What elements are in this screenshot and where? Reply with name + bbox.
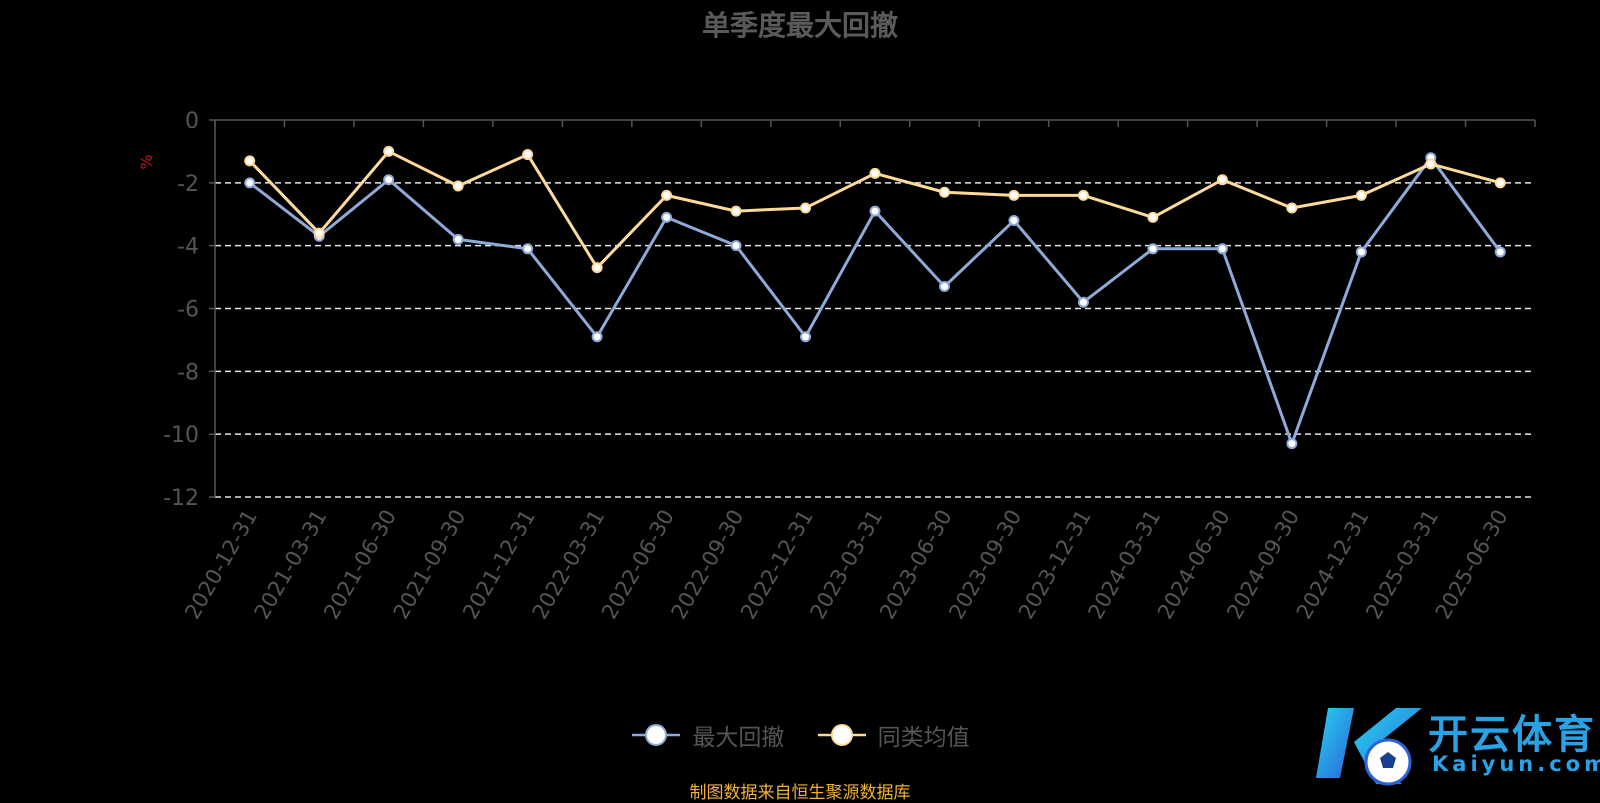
- x-tick-label: 2025-03-31: [1361, 506, 1443, 624]
- legend-marker-icon: [817, 724, 866, 746]
- chart-title: 单季度最大回撤: [701, 9, 898, 42]
- legend-item-series-2[interactable]: 同类均值: [816, 718, 970, 752]
- data-point: [452, 233, 464, 245]
- y-axis-label: %: [137, 154, 156, 169]
- legend-label: 同类均值: [877, 725, 970, 751]
- x-tick-label: 2020-12-31: [180, 506, 262, 624]
- kaiyun-logo-icon: [1316, 708, 1422, 786]
- data-point: [1216, 174, 1228, 186]
- data-point: [1216, 243, 1228, 255]
- logo-text-en: Kaiyun.com: [1432, 752, 1600, 776]
- data-point: [1425, 158, 1437, 170]
- x-tick-label: 2021-06-30: [319, 506, 401, 624]
- data-point: [1147, 211, 1159, 223]
- x-tick-label: 2024-09-30: [1222, 506, 1304, 624]
- y-tick-label: 0: [185, 109, 199, 134]
- x-tick-label: 2023-09-30: [944, 506, 1026, 624]
- x-tick-label: 2025-06-30: [1431, 506, 1513, 624]
- y-tick-label: -12: [163, 486, 199, 511]
- data-point: [244, 155, 256, 167]
- data-point: [383, 174, 395, 186]
- x-tick-label: 2021-03-31: [250, 506, 332, 624]
- data-point: [383, 145, 395, 157]
- data-point: [522, 243, 534, 255]
- data-point: [869, 167, 881, 179]
- chart-legend: 最大回撤 同类均值: [0, 718, 1600, 754]
- data-point: [869, 205, 881, 217]
- x-tick-label: 2021-12-31: [458, 506, 540, 624]
- x-tick-label: 2023-06-30: [875, 505, 957, 623]
- data-point: [522, 149, 534, 161]
- data-point: [800, 331, 812, 343]
- data-point: [730, 240, 742, 252]
- data-point: [1355, 189, 1367, 201]
- x-tick-label: 2023-12-31: [1014, 506, 1096, 624]
- y-tick-label: -8: [177, 360, 199, 385]
- data-point: [1008, 215, 1020, 227]
- logo-text-cn: 开云体育: [1428, 712, 1596, 758]
- data-point: [1494, 246, 1506, 258]
- data-point: [1494, 177, 1506, 189]
- y-tick-label: -10: [163, 423, 199, 448]
- data-point: [1147, 243, 1159, 255]
- data-point: [661, 189, 673, 201]
- x-tick-label: 2024-06-30: [1153, 506, 1235, 624]
- data-point: [938, 281, 950, 293]
- data-point: [938, 186, 950, 198]
- legend-item-series-1[interactable]: 最大回撤: [630, 718, 784, 752]
- data-point: [1355, 246, 1367, 258]
- data-point: [591, 262, 603, 274]
- legend-marker-icon: [632, 724, 681, 746]
- data-point: [661, 211, 673, 223]
- x-tick-label: 2024-03-31: [1083, 506, 1165, 624]
- x-tick-label: 2022-09-30: [667, 506, 749, 624]
- y-tick-label: -6: [177, 298, 199, 323]
- series-line-1: [248, 156, 1502, 446]
- data-point: [1008, 189, 1020, 201]
- data-point: [452, 180, 464, 192]
- y-tick-label: -2: [177, 172, 199, 197]
- x-tick-label: 2024-12-31: [1292, 506, 1374, 624]
- x-tick-label: 2022-03-31: [528, 506, 610, 624]
- x-tick-label: 2022-06-30: [597, 506, 679, 624]
- x-tick-label: 2023-03-31: [806, 506, 888, 624]
- data-point: [800, 202, 812, 214]
- brand-logo[interactable]: 开云体育 Kaiyun.com: [1310, 698, 1600, 798]
- data-point: [730, 205, 742, 217]
- data-point: [313, 227, 325, 239]
- x-tick-label: 2022-12-31: [736, 506, 818, 624]
- source-note: 制图数据来自恒生聚源数据库: [689, 783, 911, 803]
- data-point: [244, 177, 256, 189]
- legend-label: 最大回撤: [692, 725, 785, 751]
- data-point: [1286, 202, 1298, 214]
- x-tick-label: 2021-09-30: [389, 506, 471, 624]
- data-point: [591, 331, 603, 343]
- data-point: [1077, 296, 1089, 308]
- y-tick-label: -4: [177, 235, 199, 260]
- data-point: [1286, 438, 1298, 450]
- data-point: [1077, 189, 1089, 201]
